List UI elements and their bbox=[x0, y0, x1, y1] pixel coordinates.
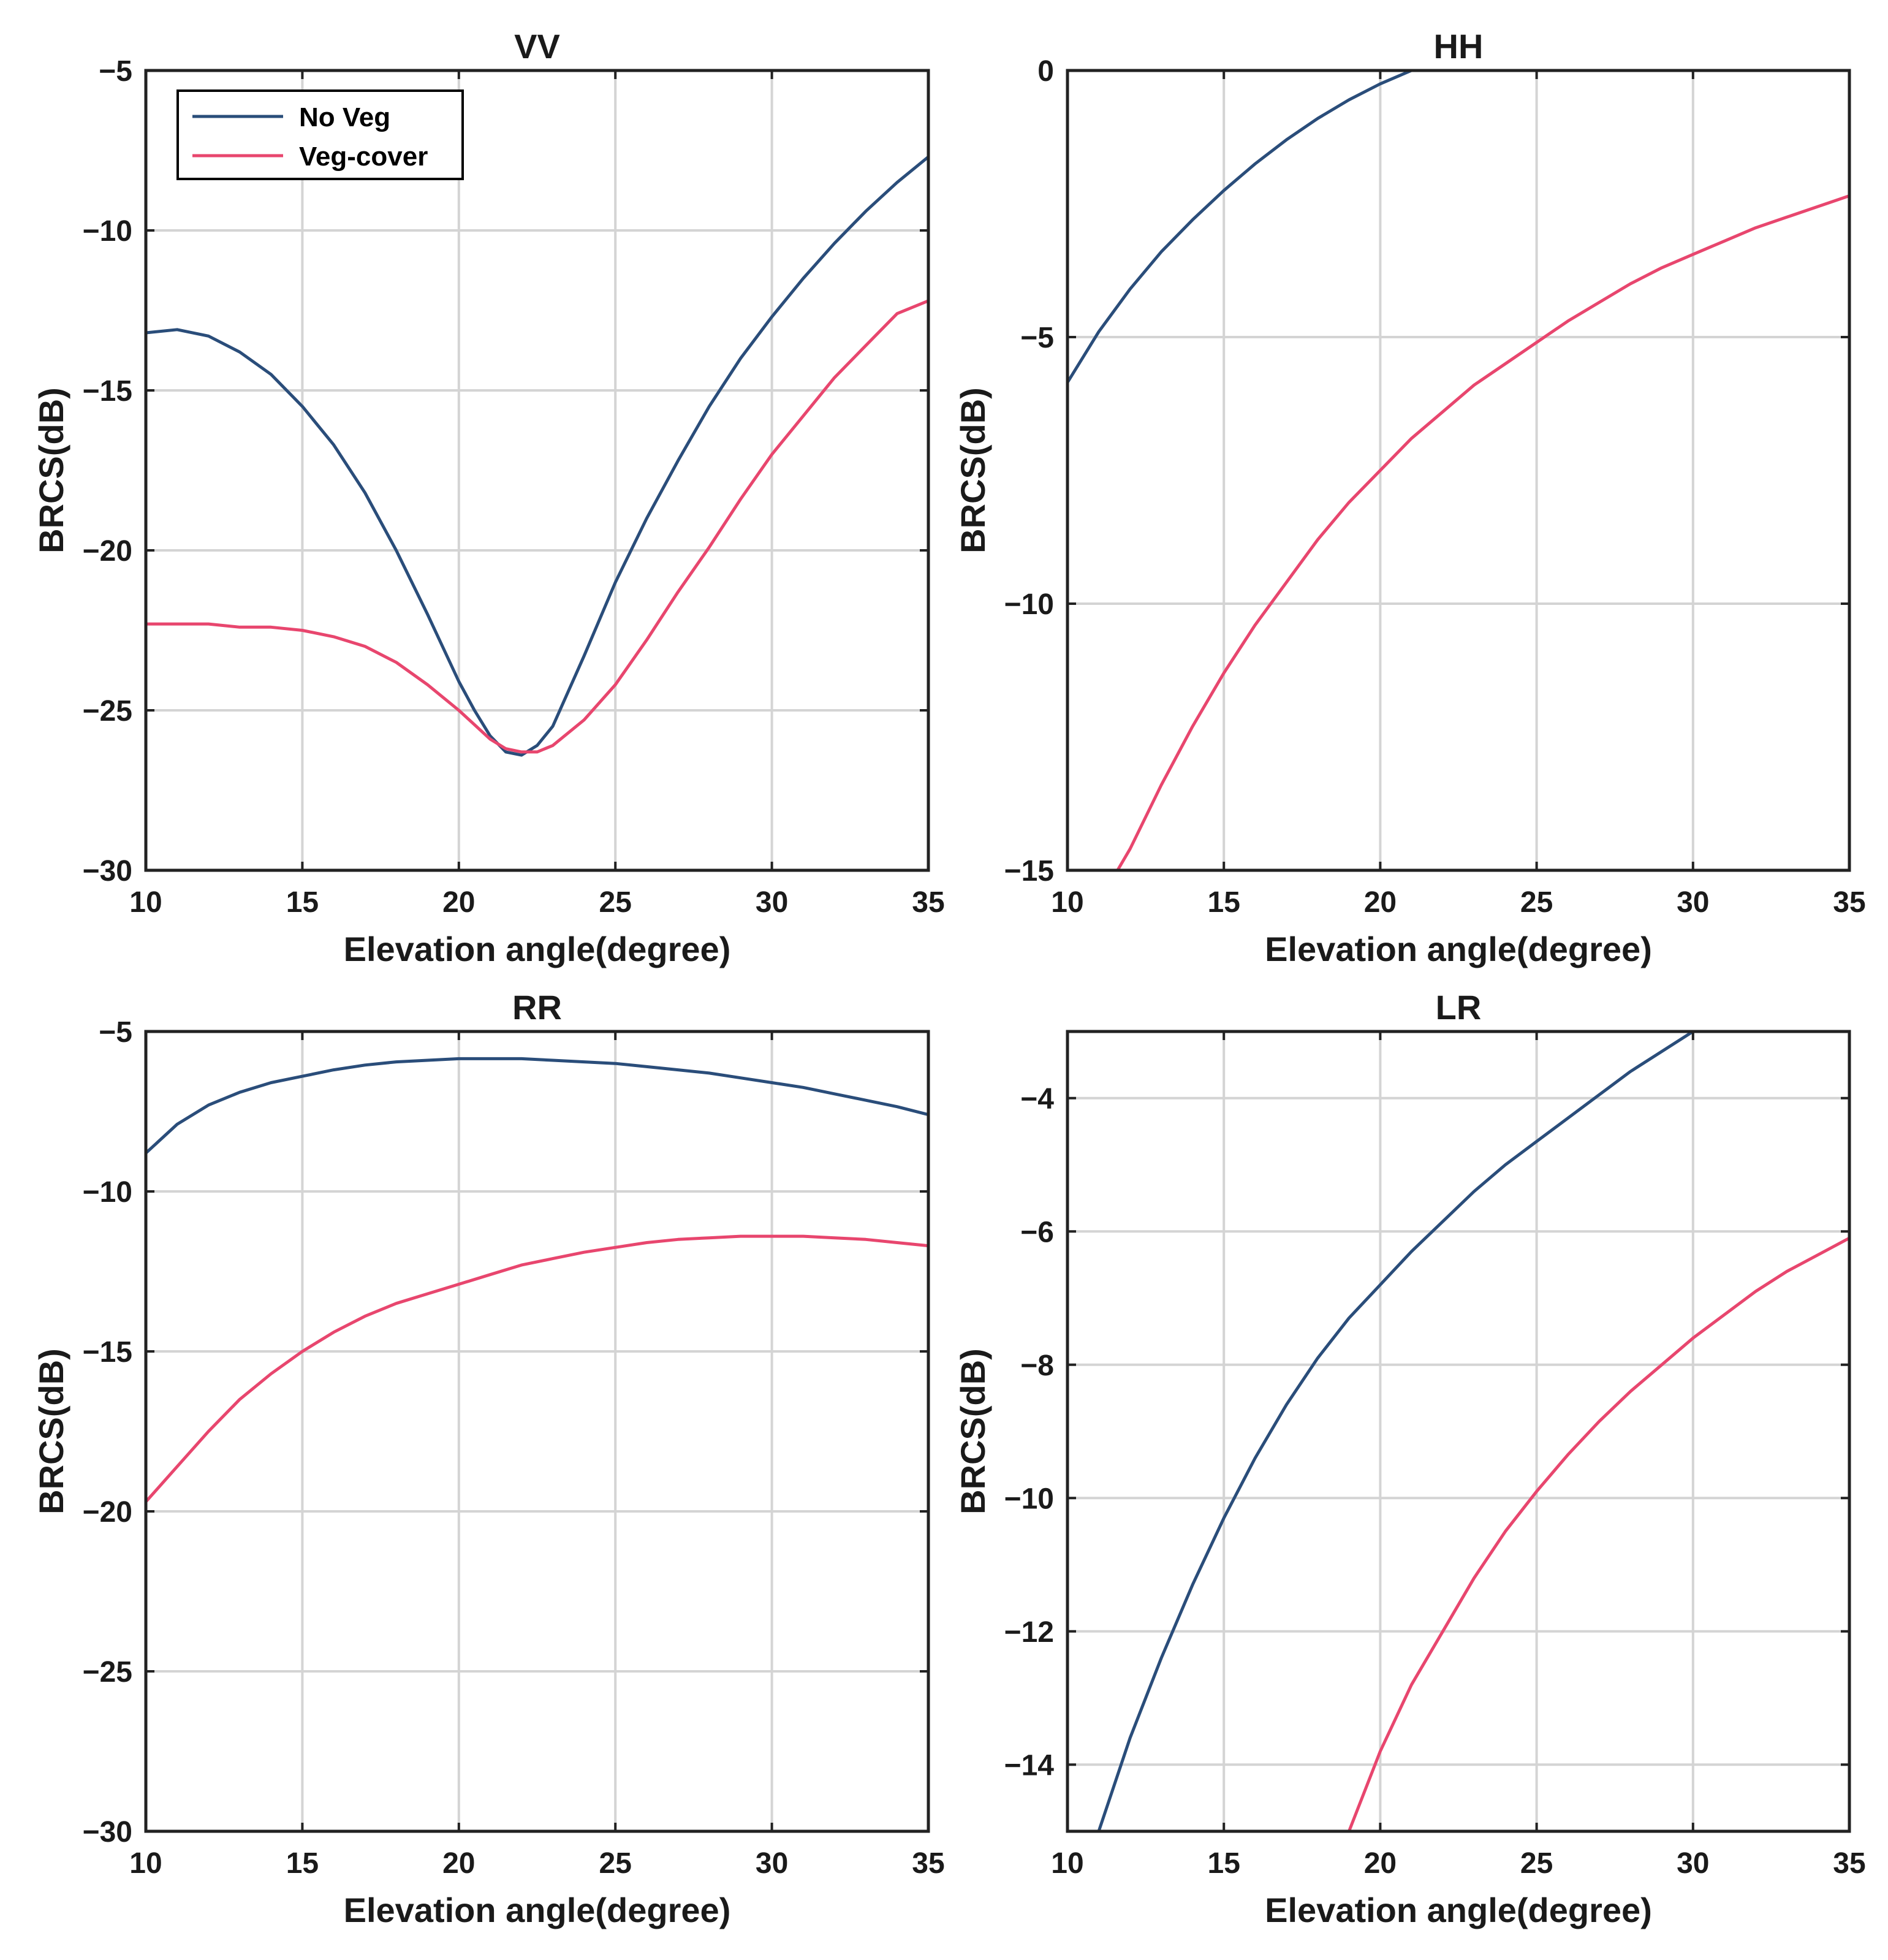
x-tick-label: 25 bbox=[1520, 886, 1553, 919]
y-tick-label: −15 bbox=[83, 375, 132, 408]
chart-panel-lr: 10 15 20 25 30 35 −14 −12 −10 −8 −6 −4 LR Elevation a… bbox=[953, 988, 1866, 1929]
x-tick-label: 30 bbox=[756, 886, 788, 919]
y-tick-label: −30 bbox=[83, 855, 132, 887]
y-tick-label: −5 bbox=[99, 1016, 132, 1049]
chart-title: LR bbox=[1436, 988, 1482, 1027]
chart-panel-rr: 10 15 20 25 30 35 −30 −25 −20 −15 −10 −5 RR Elevation… bbox=[32, 988, 945, 1929]
axes-frame bbox=[144, 69, 930, 872]
x-tick-label: 35 bbox=[1833, 886, 1865, 919]
y-tick-label: −30 bbox=[83, 1816, 132, 1848]
plot-area bbox=[146, 70, 928, 870]
chart-panel-hh: 10 15 20 25 30 35 −15 −10 −5 0 HH Elevation angle(d… bbox=[953, 27, 1866, 968]
legend-label-veg-cover: Veg-cover bbox=[299, 142, 428, 172]
x-tick-label: 30 bbox=[756, 1847, 788, 1880]
series-line-veg-cover bbox=[146, 1234, 928, 1503]
series-line-veg-cover bbox=[1116, 194, 1849, 870]
y-tick-label: −20 bbox=[83, 1496, 132, 1529]
chart-panel-vv: 10 15 20 25 30 35 −30 −25 −20 −15 −10 −5 VV Elevation… bbox=[32, 27, 945, 968]
legend: No Veg Veg-cover bbox=[176, 89, 464, 180]
y-tick-label: 0 bbox=[1037, 55, 1054, 88]
x-tick-label: 20 bbox=[442, 886, 475, 919]
series-line-no-veg bbox=[146, 155, 928, 757]
series-line-no-veg bbox=[1097, 1031, 1695, 1831]
x-tick-label: 15 bbox=[286, 1847, 319, 1880]
y-tick-label: −10 bbox=[83, 1176, 132, 1209]
x-tick-label: 20 bbox=[1364, 886, 1397, 919]
axes-frame bbox=[1066, 1030, 1851, 1833]
y-axis-label: BRCS(dB) bbox=[953, 387, 992, 553]
x-tick-label: 20 bbox=[1364, 1847, 1397, 1880]
axes-frame bbox=[1066, 69, 1851, 872]
x-tick-label: 10 bbox=[1051, 886, 1083, 919]
x-tick-label: 10 bbox=[1051, 1847, 1083, 1880]
plot-area bbox=[1067, 70, 1849, 870]
y-axis-label: BRCS(dB) bbox=[32, 1348, 70, 1514]
x-tick-label: 15 bbox=[1208, 886, 1240, 919]
legend-label-no-veg: No Veg bbox=[299, 102, 390, 132]
y-axis-label: BRCS(dB) bbox=[32, 387, 70, 553]
x-tick-label: 35 bbox=[912, 1847, 944, 1880]
x-tick-label: 10 bbox=[129, 886, 162, 919]
y-tick-label: −10 bbox=[1004, 1483, 1054, 1515]
y-tick-label: −14 bbox=[1004, 1749, 1055, 1782]
y-tick-label: −25 bbox=[83, 695, 132, 727]
x-tick-label: 25 bbox=[599, 1847, 632, 1880]
x-tick-label: 10 bbox=[129, 1847, 162, 1880]
y-tick-label: −25 bbox=[83, 1656, 132, 1688]
x-tick-label: 35 bbox=[1833, 1847, 1865, 1880]
y-tick-label: −20 bbox=[83, 535, 132, 568]
legend-box bbox=[176, 89, 464, 180]
x-tick-label: 25 bbox=[1520, 1847, 1553, 1880]
x-axis-label: Elevation angle(degree) bbox=[1265, 1891, 1652, 1929]
axes-frame bbox=[144, 1030, 930, 1833]
series-line-veg-cover bbox=[1347, 1236, 1849, 1831]
plot-area bbox=[1067, 1031, 1849, 1831]
x-tick-label: 20 bbox=[442, 1847, 475, 1880]
chart-title: VV bbox=[514, 27, 560, 66]
x-axis-label: Elevation angle(degree) bbox=[344, 930, 731, 968]
y-tick-label: −15 bbox=[1004, 855, 1054, 887]
x-axis-label: Elevation angle(degree) bbox=[344, 1891, 731, 1929]
y-tick-label: −12 bbox=[1004, 1616, 1054, 1649]
chart-title: HH bbox=[1434, 27, 1484, 66]
chart-title: RR bbox=[512, 988, 562, 1027]
y-tick-label: −10 bbox=[83, 215, 132, 248]
series-line-no-veg bbox=[1067, 70, 1423, 384]
y-tick-label: −4 bbox=[1020, 1083, 1054, 1115]
y-tick-label: −10 bbox=[1004, 588, 1054, 621]
y-tick-label: −6 bbox=[1020, 1216, 1054, 1248]
x-tick-label: 25 bbox=[599, 886, 632, 919]
x-tick-label: 15 bbox=[286, 886, 319, 919]
series-line-no-veg bbox=[146, 1057, 928, 1155]
x-tick-label: 30 bbox=[1677, 1847, 1709, 1880]
y-tick-label: −5 bbox=[1020, 322, 1054, 354]
y-tick-label: −5 bbox=[99, 55, 132, 88]
y-tick-label: −15 bbox=[83, 1336, 132, 1369]
y-axis-label: BRCS(dB) bbox=[953, 1348, 992, 1514]
x-tick-label: 15 bbox=[1208, 1847, 1240, 1880]
x-axis-label: Elevation angle(degree) bbox=[1265, 930, 1652, 968]
x-tick-label: 35 bbox=[912, 886, 944, 919]
x-tick-label: 30 bbox=[1677, 886, 1709, 919]
series-line-veg-cover bbox=[146, 299, 928, 754]
y-tick-label: −8 bbox=[1020, 1350, 1054, 1382]
plot-area bbox=[146, 1031, 928, 1831]
